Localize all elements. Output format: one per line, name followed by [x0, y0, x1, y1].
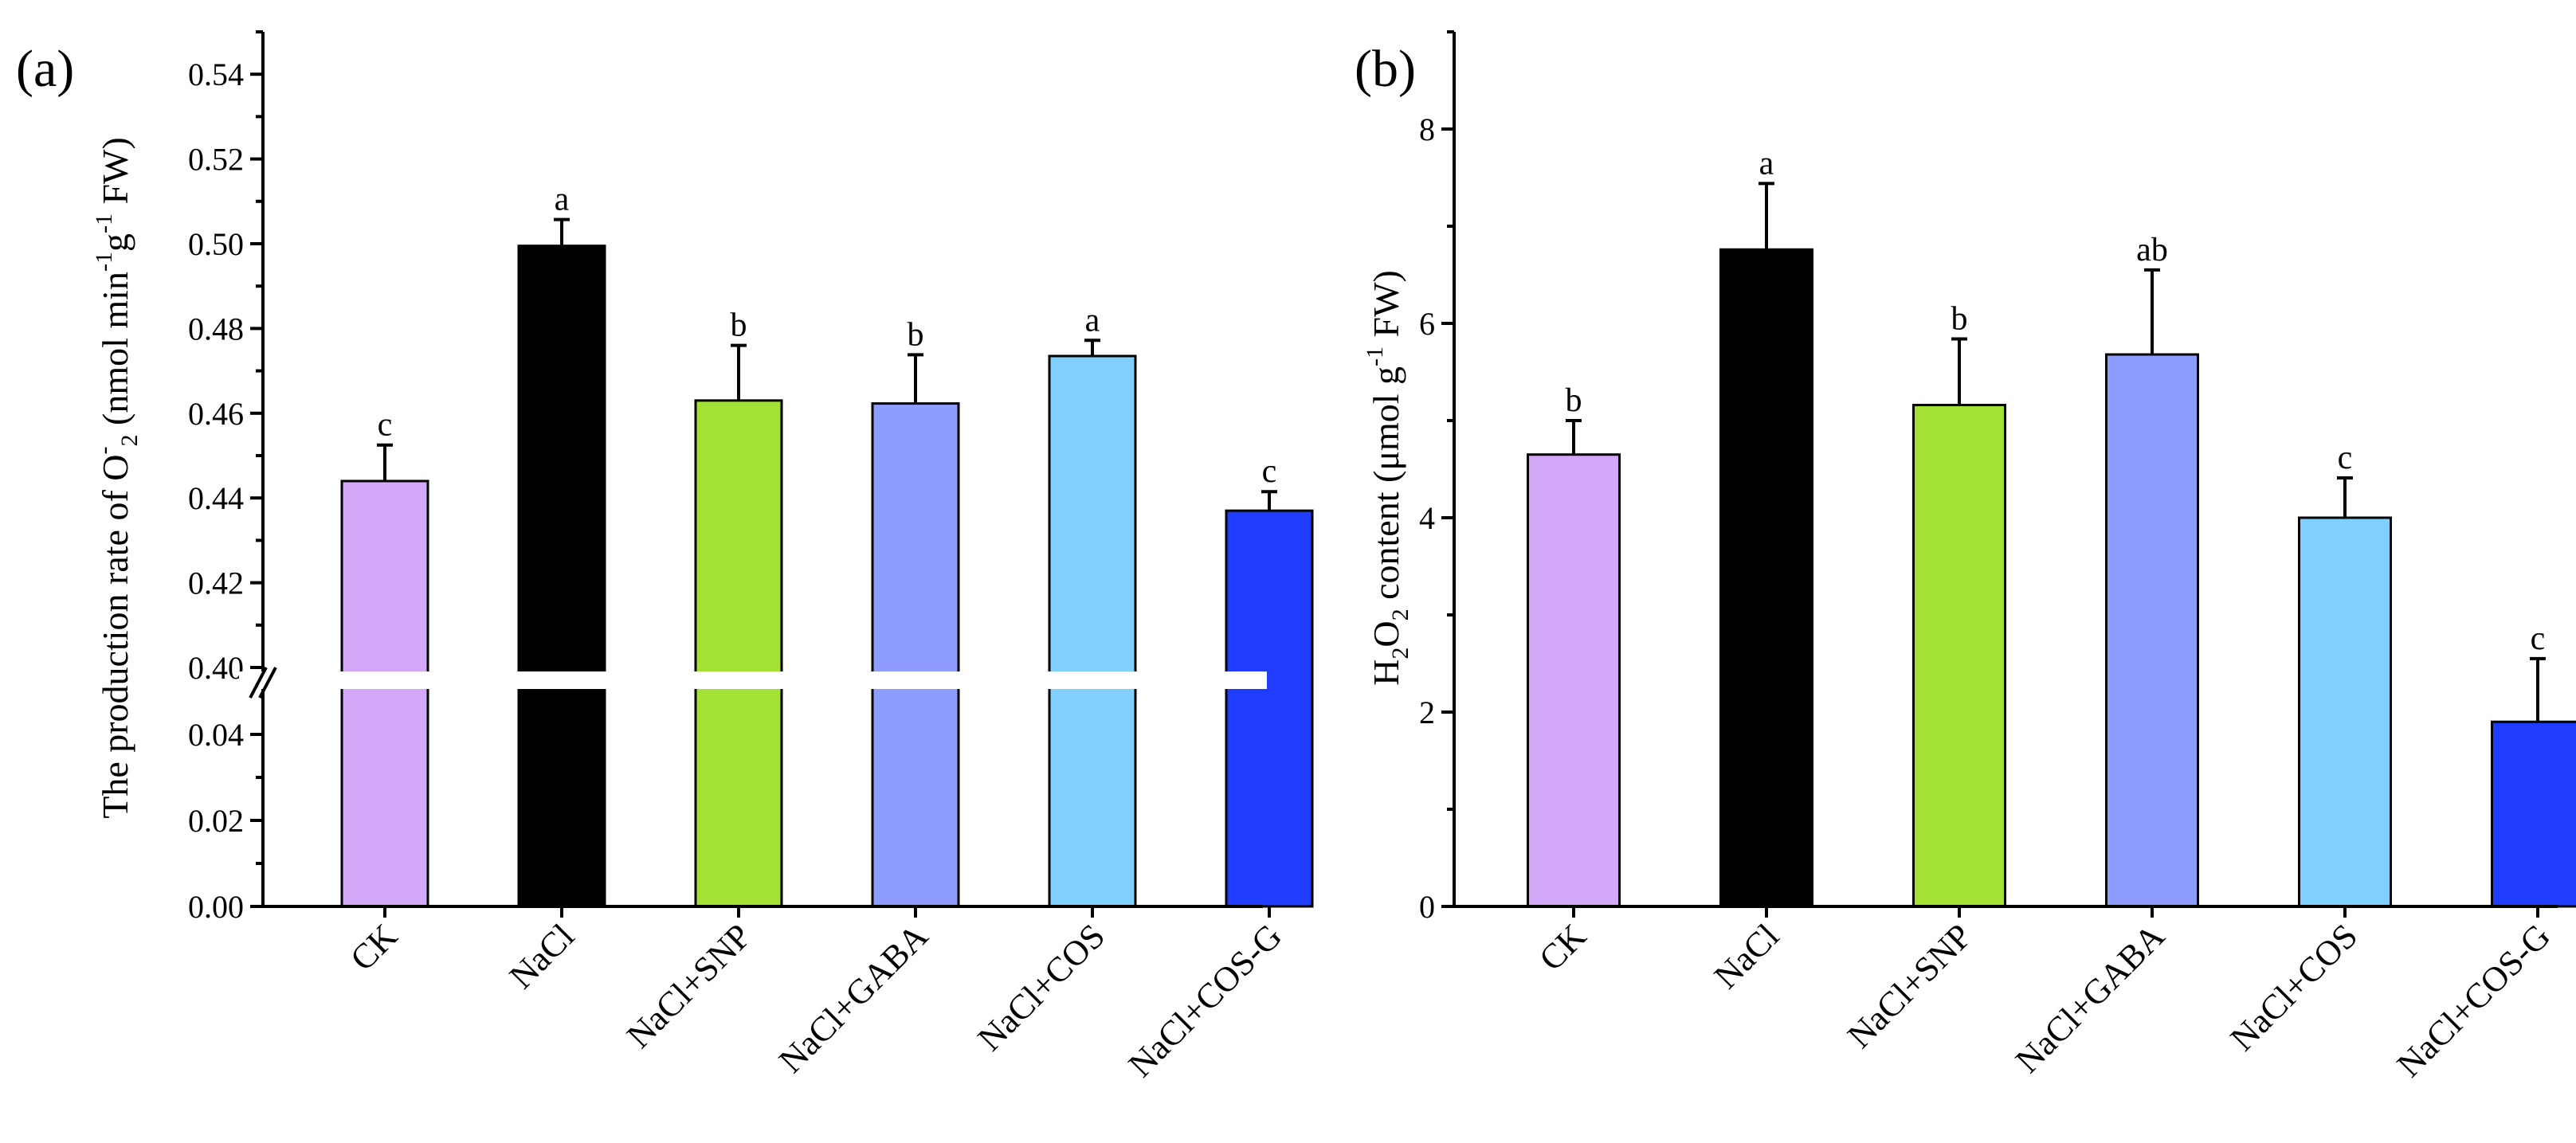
panel-a-bar: [517, 245, 606, 908]
panel-a-category-label: NaCl+COS-G: [1121, 916, 1289, 1084]
panel-b-category-label: NaCl+SNP: [1840, 916, 1979, 1055]
axis-break-band: [239, 671, 1267, 689]
panel-b-bar: [2491, 720, 2576, 908]
panel-b-bar: [1912, 403, 2006, 908]
panel-b-category-label: NaCl+COS: [2223, 916, 2365, 1058]
panel-b-significance-label: b: [1566, 382, 1582, 419]
panel-a-y-tick-label: 0.40: [188, 650, 244, 686]
panel-b-category-label: NaCl+GABA: [2008, 916, 2172, 1080]
panel-a-y-tick-label: 0.00: [188, 889, 244, 925]
axis-break-marker: [249, 667, 277, 699]
panel-b-category-label: NaCl+COS-G: [2390, 916, 2558, 1084]
panel-b-significance-label: c: [2338, 440, 2353, 476]
panel-a-y-tick-label: 0.54: [188, 57, 244, 92]
panel-b-category-label: CK: [1531, 916, 1594, 978]
panel-a-y-tick-label: 0.42: [188, 566, 244, 601]
panel-a-significance-label: b: [731, 307, 747, 344]
panel-a-y-tick-label: 0.48: [188, 311, 244, 346]
panel-b-y-tick-label: 6: [1419, 306, 1435, 342]
panel-b-error-bar: [1951, 337, 1967, 405]
panel-a-significance-label: a: [555, 182, 570, 218]
panel-b-error-bar: [1759, 182, 1774, 250]
panel-b-y-tick-label: 4: [1419, 500, 1435, 536]
panel-a-y-tick-label: 0.52: [188, 142, 244, 178]
panel-b-significance-label: a: [1759, 145, 1774, 182]
panel-a-bar: [340, 480, 429, 908]
panel-b-error-bar: [2144, 268, 2160, 355]
panel-b-error-bar: [1566, 419, 1582, 455]
panel-b-error-bar: [2530, 656, 2546, 722]
panel-b-y-axis-label: H2O2 content (μmol g-1 FW): [1362, 270, 1413, 686]
panel-a-category-label: NaCl+COS: [970, 916, 1112, 1058]
panel-b-y-tick-label: 8: [1419, 112, 1435, 147]
panel-b-significance-label: ab: [2136, 232, 2168, 268]
panel-b-bar: [1527, 453, 1621, 908]
panel-b-bar: [2298, 516, 2392, 908]
panel-b-bar: [2105, 353, 2199, 908]
panel-b-y-tick-label: 0: [1419, 889, 1435, 925]
panel-a-significance-label: b: [908, 316, 924, 353]
panel-a-error-bar: [731, 343, 747, 401]
panel-a-bar: [1225, 509, 1314, 908]
panel-b-significance-label: b: [1951, 301, 1968, 338]
panel-a-y-tick-label: 0.44: [188, 480, 244, 516]
panel-a-bar: [1048, 354, 1137, 908]
panel-a-category-label: NaCl: [502, 916, 582, 996]
panel-b-significance-label: c: [2531, 620, 2546, 657]
panel-a-bar: [694, 399, 783, 908]
panel-b-bar: [1719, 248, 1813, 908]
panel-b-category-label: NaCl: [1707, 916, 1786, 996]
panel-a-label: (a): [16, 40, 74, 98]
panel-a-y-tick-label: 0.46: [188, 396, 244, 432]
panel-a-significance-label: a: [1085, 302, 1100, 339]
panel-a-y-axis-label: The production rate of O-2 (nmol min-1g-…: [91, 137, 143, 819]
panel-a: (a) The production rate of O-2 (nmol min…: [16, 30, 1314, 1085]
panel-a-category-label: CK: [343, 916, 405, 978]
panel-b-error-bar: [2337, 476, 2353, 518]
panel-a-error-bar: [554, 217, 570, 246]
panel-a-y-tick-label: 0.50: [188, 226, 244, 262]
panel-a-error-bar: [908, 353, 923, 404]
panel-a-y-tick-label: 0.02: [188, 803, 244, 839]
panel-b-y-tick-label: 2: [1419, 695, 1435, 730]
panel-a-significance-label: c: [1262, 453, 1277, 490]
panel-a-category-label: NaCl+SNP: [619, 916, 759, 1055]
panel-b-label: (b): [1355, 40, 1416, 98]
panel-a-y-tick-label: 0.04: [188, 717, 244, 753]
panel-a-category-label: NaCl+GABA: [771, 916, 935, 1080]
panel-a-significance-label: c: [378, 407, 393, 444]
panel-a-error-bar: [1084, 339, 1100, 356]
panel-a-error-bar: [1261, 490, 1277, 511]
panel-a-bar: [871, 402, 960, 908]
panel-a-error-bar: [377, 443, 393, 481]
